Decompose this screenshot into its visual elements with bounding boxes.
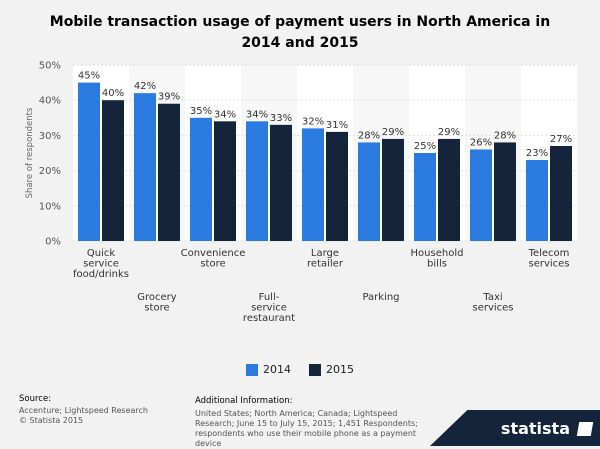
y-axis-title: Share of respondents: [25, 107, 35, 198]
additional-info-label: Additional Information:: [195, 396, 293, 406]
data-label: 27%: [550, 134, 572, 145]
source-label: Source:: [19, 394, 52, 404]
data-label: 39%: [158, 92, 180, 103]
bar-2014: [302, 128, 324, 241]
bar-chart: 0% 10% 20% 30% 40% 50% Share of respondents 45%…: [25, 61, 577, 324]
legend-label-2014: 2014: [263, 363, 291, 376]
bar-2015: [102, 100, 124, 241]
data-label: 32%: [302, 116, 324, 127]
bar-2015: [382, 138, 404, 241]
bar-2015: [438, 138, 460, 241]
source-text: Accenture; Lightspeed Research: [19, 406, 148, 415]
data-label: 45%: [78, 71, 100, 82]
bar-2014: [190, 117, 212, 241]
statista-logo[interactable]: statista: [500, 419, 570, 438]
chart-legend: 2014 2015: [0, 363, 600, 376]
y-tick-label: 50%: [39, 61, 61, 72]
x-category-label: Household bills: [411, 248, 464, 270]
chart-title: Mobile transaction usage of payment user…: [49, 14, 551, 51]
y-tick-label: 30%: [39, 131, 61, 142]
bar-2015: [326, 131, 348, 241]
data-label: 33%: [270, 113, 292, 124]
legend-item-2014[interactable]: 2014: [246, 363, 291, 376]
y-tick-label: 40%: [39, 96, 61, 107]
bar-2015: [494, 142, 516, 241]
additional-info-text: United States; North America; Canada; Li…: [195, 409, 418, 448]
source-block: Source: Accenture; Lightspeed Research ©…: [19, 394, 148, 426]
x-category-label: Telecom services: [528, 248, 570, 270]
data-label: 26%: [470, 137, 492, 148]
x-category-label: Taxi services: [472, 292, 513, 314]
bar-2014: [526, 160, 548, 241]
statista-logo-icon: [576, 422, 594, 436]
data-label: 23%: [526, 148, 548, 159]
legend-swatch-2015: [309, 363, 321, 376]
bar-2014: [246, 121, 268, 241]
data-label: 29%: [438, 127, 460, 138]
y-tick-label: 10%: [39, 201, 61, 212]
bar-2015: [270, 124, 292, 241]
x-category-label: Convenience store: [181, 248, 246, 270]
bar-2014: [470, 149, 492, 241]
legend-label-2015: 2015: [326, 363, 354, 376]
x-category-label: Grocery store: [137, 292, 177, 314]
bar-2014: [414, 153, 436, 241]
y-tick-label: 20%: [39, 166, 61, 177]
data-label: 42%: [134, 81, 156, 92]
bar-2014: [78, 82, 100, 241]
bar-2015: [214, 121, 236, 241]
legend-swatch-2014: [246, 363, 258, 376]
additional-info-block: Additional Information: United States; N…: [195, 396, 430, 449]
y-tick-label: 0%: [45, 237, 61, 248]
bar-2014: [358, 142, 380, 241]
data-label: 31%: [326, 120, 348, 131]
data-label: 35%: [190, 106, 212, 117]
data-label: 28%: [494, 130, 516, 141]
legend-item-2015[interactable]: 2015: [309, 363, 354, 376]
data-label: 40%: [102, 88, 124, 99]
x-category-label: Full-service restaurant: [243, 292, 295, 324]
data-label: 34%: [246, 109, 268, 120]
x-category-label: Large retailer: [307, 248, 344, 270]
data-label: 29%: [382, 127, 404, 138]
bar-2015: [158, 103, 180, 241]
bar-2015: [550, 145, 572, 241]
data-label: 34%: [214, 109, 236, 120]
data-label: 25%: [414, 141, 436, 152]
copyright: © Statista 2015: [19, 416, 84, 425]
data-label: 28%: [358, 130, 380, 141]
x-category-label: Quick service food/drinks: [73, 248, 129, 280]
x-category-label: Parking: [362, 292, 399, 303]
bar-2014: [134, 93, 156, 241]
